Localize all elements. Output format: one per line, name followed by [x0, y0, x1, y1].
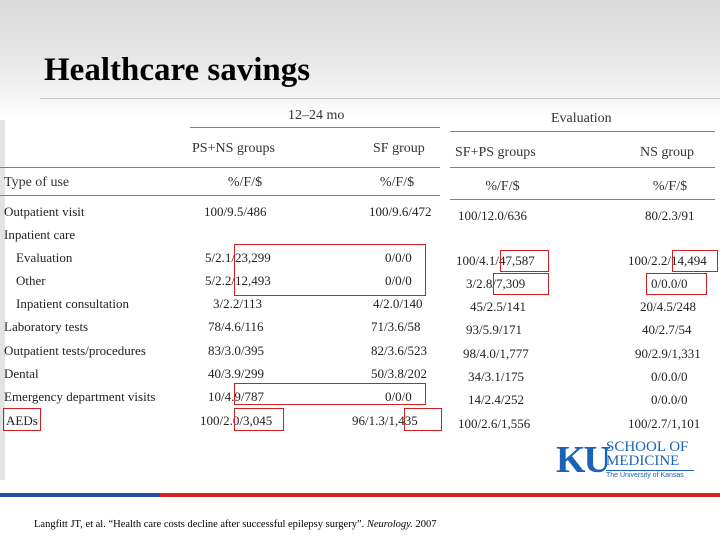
cell-ns: 100/2.7/1,101: [628, 416, 701, 431]
cell-ns: 40/2.7/54: [642, 322, 692, 337]
logo-university-text: The University of Kansas: [606, 472, 684, 479]
evaluation-header: Evaluation: [551, 111, 612, 126]
cell-sf-ps: 3/2.8/7,309: [466, 276, 526, 291]
row-label: Inpatient consultation: [16, 296, 130, 311]
table-panel: 12–24 mo Evaluation PS+NS groups SF grou…: [0, 107, 720, 432]
header-rule-right: [450, 131, 715, 132]
logo-school-text: SCHOOL OF: [606, 439, 689, 455]
cell-ns: 20/4.5/248: [640, 299, 696, 314]
cell-ns: 90/2.9/1,331: [635, 346, 701, 361]
units-rule-right: [450, 199, 715, 200]
cell-sf: 0/0/0: [385, 389, 412, 404]
cell-sf-ps: 93/5.9/171: [466, 322, 522, 337]
cell-ns: 0/0.0/0: [651, 392, 688, 407]
footer-bar-red: [160, 493, 720, 497]
row-label: Evaluation: [16, 250, 73, 265]
title-divider: [40, 98, 720, 99]
col-header-ps-ns: PS+NS groups: [192, 141, 275, 156]
cell-ps-ns: 10/4.9/787: [208, 389, 264, 404]
units-header-sf-ps: %/F/$: [485, 179, 520, 194]
cell-sf-ps: 14/2.4/252: [468, 392, 524, 407]
cell-ps-ns: 5/2.1/23,299: [205, 250, 271, 265]
subheader-rule-right: [450, 167, 715, 168]
highlight-box-emergency-costs: [234, 383, 426, 405]
cell-sf: 4/2.0/140: [373, 296, 423, 311]
highlight-box-inpatient-costs: [234, 244, 426, 296]
units-header-ps-ns: %/F/$: [227, 175, 263, 190]
footer-bar-blue: [0, 493, 160, 497]
ku-medicine-logo: KU SCHOOL OF MEDICINE The University of …: [556, 440, 696, 484]
citation-journal: Neurology.: [366, 519, 413, 530]
highlight-box-sf-ps-other: [493, 273, 549, 295]
cell-sf: 71/3.6/58: [371, 319, 421, 334]
cell-sf-ps: 34/3.1/175: [468, 369, 524, 384]
subheader-rule-left: [0, 167, 440, 168]
cell-sf: 82/3.6/523: [371, 343, 427, 358]
cell-ps-ns: 83/3.0/395: [208, 343, 264, 358]
cell-ns: 100/2.2/14,494: [628, 253, 707, 268]
type-of-use-header: Type of use: [4, 175, 70, 190]
period-header: 12–24 mo: [288, 108, 345, 123]
units-header-ns: %/F/$: [652, 179, 688, 194]
logo-medicine-text: MEDICINE: [606, 453, 680, 469]
highlight-box-aeds-label: [3, 408, 41, 431]
slide-title: Healthcare savings: [44, 52, 311, 88]
row-label: Laboratory tests: [4, 319, 89, 334]
title-background: [0, 0, 720, 120]
cell-sf-ps: 100/12.0/636: [458, 208, 527, 223]
cell-sf: 0/0/0: [385, 250, 412, 265]
ku-logo-mark: KU: [556, 439, 611, 481]
cell-sf-ps: 98/4.0/1,777: [463, 346, 529, 361]
cell-sf-ps: 100/4.1/47,587: [456, 253, 535, 268]
row-label: Outpatient visit: [4, 204, 85, 219]
highlight-box-aeds-ps-ns: [234, 408, 284, 431]
cell-sf-ps: 100/2.6/1,556: [458, 416, 531, 431]
citation-year: 2007: [412, 519, 437, 530]
cell-ps-ns: 100/9.5/486: [204, 204, 267, 219]
units-rule-left: [0, 195, 440, 196]
cell-ps-ns: 78/4.6/116: [208, 319, 264, 334]
col-header-sf-ps: SF+PS groups: [455, 145, 536, 160]
logo-divider: [606, 470, 694, 471]
citation: Langfitt JT, et al. “Health care costs d…: [34, 519, 436, 530]
row-label: AEDs: [6, 413, 38, 428]
cell-sf: 50/3.8/202: [371, 366, 427, 381]
cell-ps-ns: 40/3.9/299: [208, 366, 264, 381]
citation-text: Langfitt JT, et al. “Health care costs d…: [34, 519, 367, 530]
highlight-box-aeds-sf: [404, 408, 442, 431]
col-header-ns: NS group: [640, 145, 695, 160]
left-accent-bar: [0, 120, 5, 480]
units-header-sf: %/F/$: [379, 175, 415, 190]
row-label: Other: [16, 273, 46, 288]
row-label: Dental: [4, 366, 39, 381]
row-label: Inpatient care: [4, 227, 76, 242]
cell-ns: 80/2.3/91: [645, 208, 695, 223]
cell-sf: 100/9.6/472: [369, 204, 432, 219]
highlight-box-ns-evaluation: [672, 250, 718, 272]
highlight-box-ns-other: [646, 273, 707, 295]
row-label: Emergency department visits: [4, 389, 156, 404]
header-rule-left: [190, 127, 440, 128]
cell-ns: 0/0.0/0: [651, 369, 688, 384]
cell-ps-ns: 100/2.0/3,045: [200, 413, 273, 428]
highlight-box-sf-ps-evaluation: [500, 250, 549, 272]
cell-ps-ns: 3/2.2/113: [213, 296, 262, 311]
row-label: Outpatient tests/procedures: [4, 343, 146, 358]
cell-sf: 0/0/0: [385, 273, 412, 288]
cell-ps-ns: 5/2.2/12,493: [205, 273, 271, 288]
col-header-sf: SF group: [373, 141, 425, 156]
cell-ns: 0/0.0/0: [651, 276, 688, 291]
cell-sf-ps: 45/2.5/141: [470, 299, 526, 314]
cell-sf: 96/1.3/1,435: [352, 413, 418, 428]
